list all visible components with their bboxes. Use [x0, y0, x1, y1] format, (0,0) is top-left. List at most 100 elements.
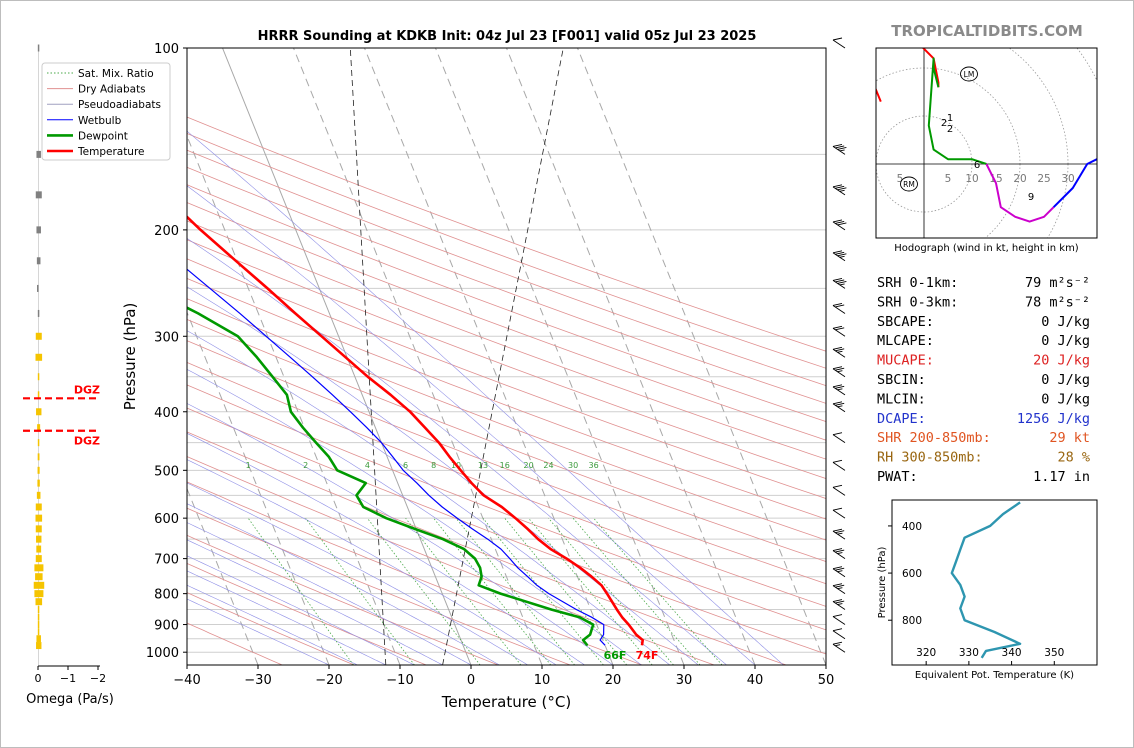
omega-bar: [37, 309, 40, 317]
dry-adiabat: [187, 481, 643, 665]
parcel-reference-line: [442, 48, 564, 665]
dry-adiabat: [187, 507, 571, 665]
wind-barb: [832, 366, 846, 378]
isotherm-line: [577, 48, 826, 665]
wind-barb-flag: [832, 599, 843, 602]
storm-motion-marker: [960, 66, 978, 82]
parameter-label: SBCIN:: [877, 372, 926, 388]
legend-entry: Dry Adiabats: [78, 84, 146, 96]
wind-barb-staff: [832, 39, 846, 49]
isotherm-line: [435, 48, 685, 665]
wind-barb-half-flag: [837, 603, 843, 605]
moist-adiabat: [187, 403, 614, 665]
legend-entry: Pseudoadiabats: [78, 99, 161, 111]
lcl-reference-line: [349, 48, 387, 665]
wind-barb-staff: [832, 568, 846, 578]
omega-bar: [36, 257, 41, 265]
wind-barb-flag: [837, 222, 847, 226]
omega-bar: [37, 479, 40, 487]
theta-e-frame: [891, 499, 1098, 666]
wind-barb: [832, 459, 846, 471]
wind-barb-flag: [835, 402, 845, 406]
wind-barb-half-flag: [837, 552, 843, 555]
omega-bar: [36, 408, 42, 416]
moist-adiabat: [187, 482, 528, 665]
mixing-ratio-label: 30: [568, 461, 578, 470]
wind-barb-flag: [832, 548, 843, 552]
wetbulb-profile: [187, 268, 606, 646]
wind-barb-staff: [832, 530, 846, 540]
dewpoint-profile: [187, 306, 595, 647]
skewt-axes-frame: [186, 47, 827, 666]
moist-adiabat: [187, 570, 386, 665]
theta-e-area: [950, 501, 1022, 659]
mixing-ratio-line: [528, 517, 653, 665]
theta-e-x-tick-label: 340: [1002, 647, 1022, 659]
parameter-label: SRH 0-3km:: [877, 294, 958, 310]
wind-barbs: [832, 37, 847, 653]
y-tick-label: 1000: [146, 646, 179, 661]
wind-barb: [832, 384, 846, 396]
parameter-label: MLCIN:: [877, 391, 926, 407]
wind-barb-flag: [832, 184, 843, 188]
wind-barb-staff: [832, 643, 846, 653]
parameter-table: SRH 0-1km: 79 m²s⁻² SRH 0-3km: 78 m²s⁻² SBCA…: [877, 275, 1090, 485]
mixing-ratio-line: [247, 517, 354, 665]
hodograph-height-label: 2: [947, 124, 953, 135]
wind-barb-flag: [832, 566, 843, 570]
hodograph-frame: [875, 47, 1098, 239]
theta-e-profile: [950, 501, 1022, 659]
wind-barb-flag: [832, 628, 843, 632]
wind-barb-flag: [835, 220, 845, 224]
temperature-profile: [187, 215, 644, 646]
legend-entry: Dewpoint: [78, 130, 128, 142]
wind-barb-staff: [832, 616, 846, 625]
omega-bar: [36, 635, 41, 643]
wind-barb-staff: [832, 146, 846, 155]
dry-adiabat: [187, 340, 826, 585]
mixing-ratio-label: 20: [524, 461, 534, 470]
storm-motion-marker: [900, 176, 918, 192]
omega-x-axis-label: Omega (Pa/s): [26, 692, 114, 707]
wind-barb-staff: [832, 280, 846, 289]
dry-adiabat: [187, 116, 826, 352]
mixing-ratio-label: 6: [403, 461, 408, 470]
wind-barb-flag: [832, 346, 843, 350]
parameter-row: MLCAPE: 0 J/kg: [877, 333, 1090, 349]
dry-adiabat: [187, 384, 826, 631]
wind-barb-staff: [832, 252, 846, 262]
hodograph-1-3-km-segment: [927, 57, 987, 165]
wind-barb: [832, 641, 846, 653]
wind-barb: [832, 277, 847, 289]
omega-bar: [37, 628, 40, 636]
wind-barb-flag: [832, 583, 843, 587]
wind-barb-flag: [835, 530, 845, 534]
wind-barb-staff: [832, 327, 846, 337]
wind-barb-flag: [837, 253, 847, 257]
moist-adiabat: [187, 459, 557, 665]
parameter-value: 1.17 in: [1033, 469, 1090, 485]
theta-e-y-tick-label: 400: [902, 521, 922, 533]
parameter-row: PWAT: 1.17 in: [877, 469, 1090, 485]
wind-barb-flag: [837, 280, 847, 284]
theta-e-y-tick-label: 600: [902, 568, 922, 580]
hodograph-height-label: 6: [974, 160, 980, 171]
wind-barb-flag: [832, 384, 843, 388]
omega-panel: DGZ DGZ 0 −1 −2 Omega (Pa/s): [23, 44, 114, 707]
omega-bar: [37, 613, 40, 621]
wind-barb-flag: [837, 146, 847, 150]
wind-barb-flag: [832, 366, 843, 370]
omega-bar: [33, 581, 45, 589]
wind-barb: [832, 583, 846, 595]
theta-e-x-tick-label: 330: [959, 647, 979, 659]
hodograph-ring-label: 5: [897, 173, 904, 185]
wind-barb-flag: [837, 187, 847, 191]
moist-adiabat: [187, 130, 784, 665]
wind-barb-flag: [835, 348, 845, 352]
mixing-ratio-label: 13: [478, 461, 488, 470]
wind-barb: [832, 401, 846, 413]
parameter-label: SRH 0-1km:: [877, 275, 958, 291]
x-tick-label: −20: [315, 673, 342, 688]
storm-motion-label: RM: [903, 180, 915, 189]
y-tick-label: 500: [154, 464, 179, 479]
